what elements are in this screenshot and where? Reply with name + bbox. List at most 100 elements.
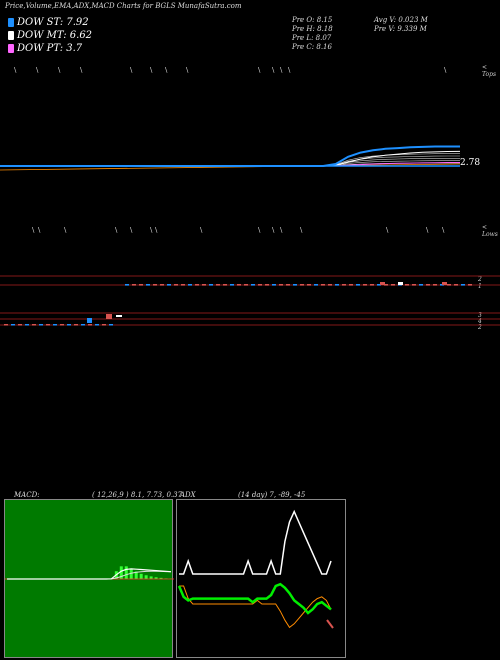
- volume-bar: [328, 284, 332, 286]
- volume-bar: [419, 284, 423, 286]
- envelope-line: [0, 153, 460, 167]
- volume-bar: [314, 284, 318, 286]
- top-marker: \: [80, 66, 83, 74]
- volume-bar-lower: [116, 315, 122, 317]
- top-marker: \: [150, 66, 153, 74]
- volume-bar-lower: [102, 324, 106, 326]
- top-marker: \: [58, 66, 61, 74]
- adx-panel: [176, 499, 346, 658]
- volume-bar: [230, 284, 234, 286]
- volume-bar: [139, 284, 143, 286]
- volume-bar-lower: [67, 324, 71, 326]
- macd-histogram-bar: [139, 573, 143, 579]
- low-marker: \: [64, 226, 67, 234]
- volume-bar: [209, 284, 213, 286]
- volume-bar: [433, 284, 437, 286]
- macd-params: ( 12,26,9 ) 8.1, 7.73, 0.37: [92, 491, 183, 499]
- volume-bar: [195, 284, 199, 286]
- macd-title: MACD:: [14, 491, 40, 499]
- low-marker: \: [130, 226, 133, 234]
- volume-bar: [286, 284, 290, 286]
- low-marker: \: [280, 226, 283, 234]
- low-marker: \: [155, 226, 158, 234]
- volume-bar: [461, 284, 465, 286]
- volume-bar: [146, 284, 150, 286]
- low-marker: \: [442, 226, 445, 234]
- macd-svg: [5, 566, 174, 580]
- volume-bar: [181, 284, 185, 286]
- volume-bar: [265, 284, 269, 286]
- volume-bar: [370, 284, 374, 286]
- top-marker: \: [36, 66, 39, 74]
- top-marker: \: [186, 66, 189, 74]
- legend-dow-pt: DOW PT: 3.7: [8, 43, 82, 54]
- legend-label-dow-pt: DOW PT: 3.7: [17, 43, 83, 54]
- pre-high: Pre H: 8.18: [292, 25, 333, 33]
- price-level-label: 2.78: [460, 158, 481, 168]
- low-marker: \: [300, 226, 303, 234]
- volume-bar: [468, 284, 472, 286]
- adx-title: ADX: [180, 491, 196, 499]
- macd-histogram-bar: [154, 577, 158, 579]
- volume-bar: [160, 284, 164, 286]
- volume-bar-lower: [39, 324, 43, 326]
- low-marker: \: [150, 226, 153, 234]
- volume-bar: [391, 284, 395, 286]
- volume-bar: [447, 284, 451, 286]
- volume-bar: [307, 284, 311, 286]
- volume-bar: [426, 284, 430, 286]
- volume-bar: [384, 284, 388, 286]
- volume-bar: [405, 284, 409, 286]
- adx-minus-di-line: [179, 585, 332, 629]
- price-layer: \ \ \ \ \ \ \ \ \ \ \ \ \\ \ \ \ \ \ \ \ \ \ \ \ \ \ \: [0, 66, 461, 234]
- volume-bar: [174, 284, 178, 286]
- macd-histogram-bar: [159, 577, 163, 579]
- volume-bar: [125, 284, 129, 286]
- volume-level-label-4: 4: [478, 318, 482, 325]
- volume-bar-lower: [11, 324, 15, 326]
- volume-bar: [300, 284, 304, 286]
- macd-histogram-bar: [119, 566, 123, 579]
- volume-bar: [335, 284, 339, 286]
- top-marker: \: [14, 66, 17, 74]
- volume-bar-lower: [25, 324, 29, 326]
- volume-bar-lower: [18, 324, 22, 326]
- legend-swatch-dow-mt: [8, 31, 14, 40]
- top-marker: \: [130, 66, 133, 74]
- adx-end-marker: [326, 619, 334, 629]
- low-marker: \: [115, 226, 118, 234]
- volume-level-label-3: 3: [478, 312, 482, 319]
- chart-title: Price,Volume,EMA,ADX,MACD Charts for BGL…: [5, 2, 242, 10]
- volume-bar: [223, 284, 227, 286]
- volume-bar-lower: [87, 318, 92, 323]
- volume-bar-lower: [4, 324, 8, 326]
- pre-low: Pre L: 8.07: [292, 34, 332, 42]
- volume-bar: [188, 284, 192, 286]
- adx-line: [179, 509, 332, 575]
- top-marker: \: [288, 66, 291, 74]
- volume-bar: [251, 284, 255, 286]
- volume-bar: [454, 284, 458, 286]
- macd-line: [7, 568, 172, 580]
- legend-swatch-dow-pt: [8, 44, 14, 53]
- low-marker: \: [38, 226, 41, 234]
- pre-close: Pre C: 8.16: [292, 43, 332, 51]
- volume-spike: [398, 282, 403, 285]
- volume-bar: [258, 284, 262, 286]
- low-marker: \: [386, 226, 389, 234]
- legend-swatch-dow-st: [8, 18, 14, 27]
- volume-bar-lower: [109, 324, 113, 326]
- low-marker: \: [200, 226, 203, 234]
- top-marker: \: [280, 66, 283, 74]
- volume-bar-lower: [46, 324, 50, 326]
- volume-bar: [363, 284, 367, 286]
- macd-histogram-bar: [129, 568, 133, 579]
- volume-bar-lower: [60, 324, 64, 326]
- legend-dow-mt: DOW MT: 6.62: [8, 30, 92, 41]
- volume-bar-lower: [106, 314, 112, 319]
- volume-bar: [216, 284, 220, 286]
- legend-label-dow-st: DOW ST: 7.92: [17, 17, 89, 28]
- macd-histogram-bar: [124, 566, 128, 579]
- low-marker: \: [272, 226, 275, 234]
